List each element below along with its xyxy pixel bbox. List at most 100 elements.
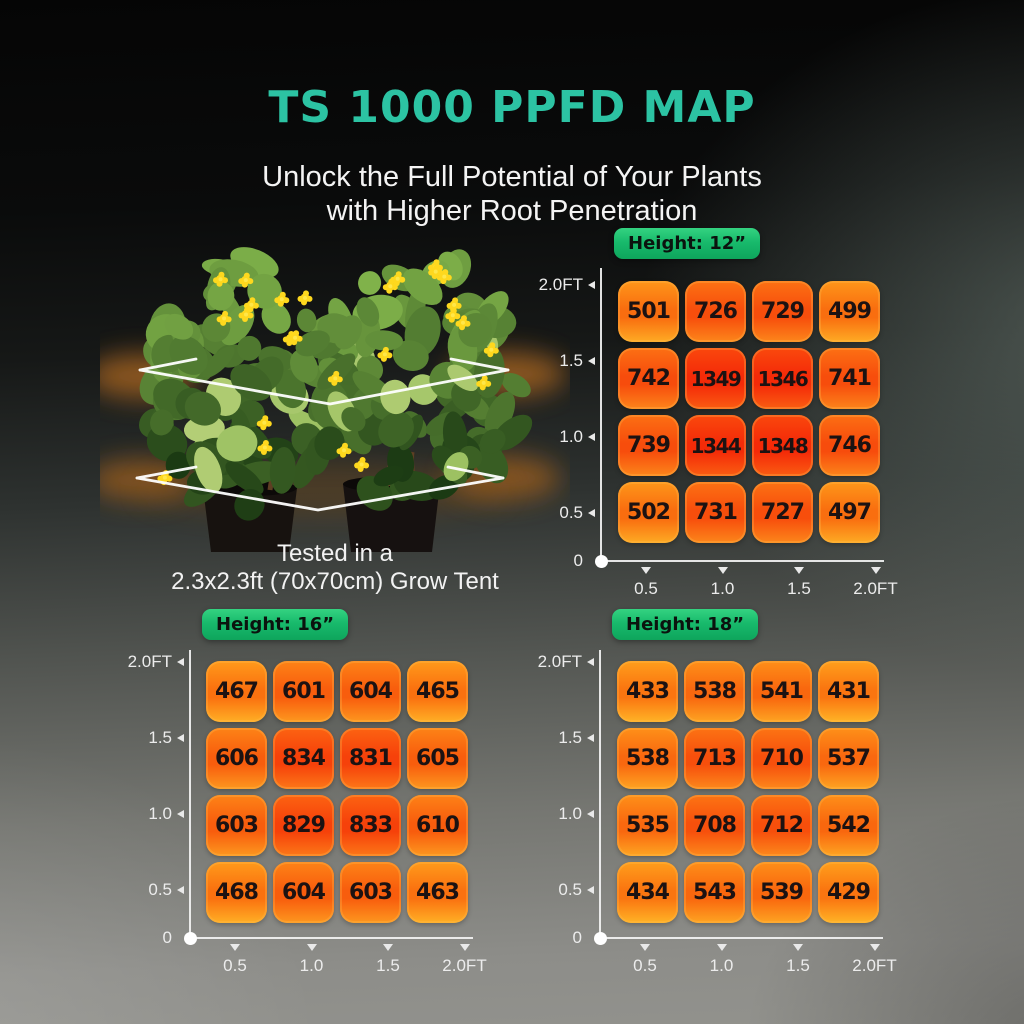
y-axis-line <box>189 650 191 938</box>
ppfd-cell: 1349 <box>685 348 746 409</box>
subtitle-line-2: with Higher Root Penetration <box>326 195 698 227</box>
ppfd-cell: 433 <box>617 661 678 722</box>
subtitle-line-1: Unlock the Full Potential of Your Plants <box>262 161 762 193</box>
ppfd-cell: 535 <box>617 795 678 856</box>
y-axis-zero-label: 0 <box>573 551 583 570</box>
ppfd-cell: 712 <box>751 795 812 856</box>
ppfd-cell: 727 <box>752 482 813 543</box>
x-tick-label: 2.0FT <box>442 956 487 975</box>
ppfd-cell: 537 <box>818 728 879 789</box>
ppfd-cell: 429 <box>818 862 879 923</box>
ppfd-cell: 431 <box>818 661 879 722</box>
y-tick-triangle-icon <box>587 810 594 818</box>
y-tick-label: 0.5 <box>558 880 582 899</box>
y-axis-zero-label: 0 <box>162 928 172 947</box>
ppfd-cell: 499 <box>819 281 880 342</box>
ppfd-cell: 541 <box>751 661 812 722</box>
ppfd-cell: 604 <box>273 862 334 923</box>
y-tick-triangle-icon <box>588 281 595 289</box>
y-tick-label: 1.0 <box>559 427 583 446</box>
x-tick-label: 1.5 <box>786 956 810 975</box>
page-title: TS 1000 PPFD MAP <box>268 82 756 133</box>
x-tick-triangle-icon <box>230 944 240 951</box>
ppfd-cell: 708 <box>684 795 745 856</box>
ppfd-cell: 467 <box>206 661 267 722</box>
ppfd-cell: 465 <box>407 661 468 722</box>
ppfd-cell: 610 <box>407 795 468 856</box>
y-tick-triangle-icon <box>177 886 184 894</box>
y-tick-triangle-icon <box>587 658 594 666</box>
origin-dot <box>594 554 608 568</box>
ppfd-cell: 834 <box>273 728 334 789</box>
ppfd-cell: 497 <box>819 482 880 543</box>
ppfd-cell: 605 <box>407 728 468 789</box>
ppfd-cell: 604 <box>340 661 401 722</box>
y-tick-triangle-icon <box>587 734 594 742</box>
height-badge: Height: 16” <box>202 609 349 640</box>
x-axis-line <box>190 937 473 939</box>
ppfd-cell: 538 <box>617 728 678 789</box>
y-tick-label: 2.0FT <box>538 275 583 294</box>
x-axis-line <box>600 937 883 939</box>
x-tick-label: 1.5 <box>787 579 811 598</box>
y-tick-label: 2.0FT <box>537 652 582 671</box>
x-tick-label: 1.0 <box>299 956 324 975</box>
caption-line-1: Tested in a <box>276 540 394 567</box>
ppfd-cell: 713 <box>684 728 745 789</box>
y-tick-triangle-icon <box>177 734 184 742</box>
x-tick-triangle-icon <box>641 567 651 574</box>
ppfd-cell: 741 <box>819 348 880 409</box>
x-tick-triangle-icon <box>794 567 804 574</box>
plant-caption: Tested in a 2.3x2.3ft (70x70cm) Grow Ten… <box>100 540 570 596</box>
ppfd-cell: 739 <box>618 415 679 476</box>
ppfd-cell: 538 <box>684 661 745 722</box>
y-tick-triangle-icon <box>588 433 595 441</box>
ppfd-cell: 501 <box>618 281 679 342</box>
ppfd-cell: 601 <box>273 661 334 722</box>
ppfd-cell: 726 <box>685 281 746 342</box>
ppfd-cell: 539 <box>751 862 812 923</box>
y-tick-label: 2.0FT <box>127 652 172 671</box>
x-tick-triangle-icon <box>870 567 881 574</box>
y-tick-label: 1.5 <box>148 728 172 747</box>
x-tick-triangle-icon <box>383 944 393 951</box>
y-tick-label: 0.5 <box>148 880 172 899</box>
height-badge: Height: 12” <box>614 228 761 259</box>
x-tick-label: 0.5 <box>633 956 657 975</box>
x-tick-label: 1.5 <box>376 956 400 975</box>
y-tick-triangle-icon <box>177 658 184 666</box>
x-tick-label: 2.0FT <box>852 956 897 975</box>
ppfd-cell: 603 <box>340 862 401 923</box>
x-tick-label: 1.0 <box>710 579 735 598</box>
x-tick-label: 2.0FT <box>853 579 898 598</box>
origin-dot <box>183 931 197 945</box>
caption-line-2: 2.3x2.3ft (70x70cm) Grow Tent <box>171 568 499 595</box>
y-tick-triangle-icon <box>177 810 184 818</box>
ppfd-cell: 468 <box>206 862 267 923</box>
x-tick-label: 0.5 <box>634 579 658 598</box>
ppfd-cell: 710 <box>751 728 812 789</box>
x-tick-triangle-icon <box>716 944 727 951</box>
x-tick-triangle-icon <box>717 567 728 574</box>
ppfd-cell: 1344 <box>685 415 746 476</box>
ppfd-cell: 746 <box>819 415 880 476</box>
ppfd-cell: 434 <box>617 862 678 923</box>
plant-photo <box>100 247 566 552</box>
y-tick-triangle-icon <box>588 357 595 365</box>
y-tick-triangle-icon <box>587 886 594 894</box>
y-tick-label: 1.0 <box>558 804 582 823</box>
ppfd-cell: 833 <box>340 795 401 856</box>
ppfd-cell: 831 <box>340 728 401 789</box>
x-tick-label: 1.0 <box>709 956 734 975</box>
yellow-flowers <box>157 259 499 486</box>
y-tick-label: 1.0 <box>148 804 172 823</box>
height-badge: Height: 18” <box>612 609 759 640</box>
x-tick-triangle-icon <box>793 944 803 951</box>
ppfd-cell: 543 <box>684 862 745 923</box>
ppfd-cell: 742 <box>618 348 679 409</box>
y-tick-triangle-icon <box>588 509 595 517</box>
x-tick-triangle-icon <box>459 944 470 951</box>
ppfd-cell: 603 <box>206 795 267 856</box>
ppfd-cell: 1348 <box>752 415 813 476</box>
